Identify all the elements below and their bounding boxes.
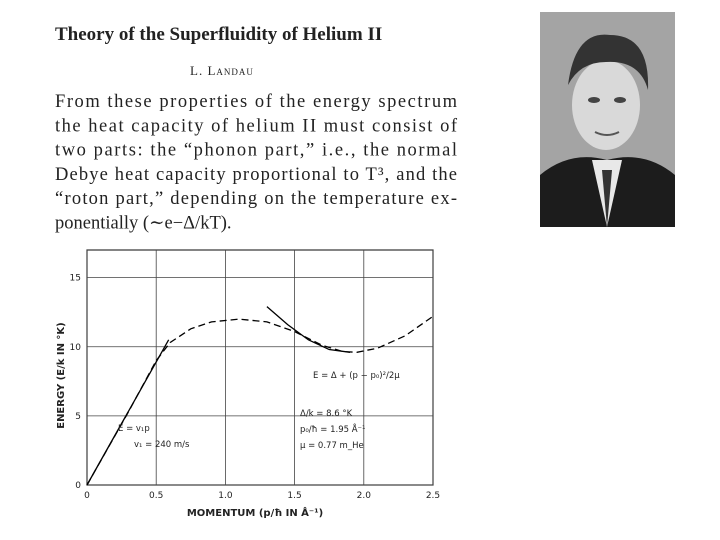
x-tick-label: 1.5: [287, 491, 301, 501]
paragraph-line: two parts: the “phonon part,” i.e., the …: [55, 141, 457, 161]
paper-title: Theory of the Superfluidity of Helium II: [55, 24, 382, 45]
x-tick-label: 0.5: [149, 491, 163, 501]
paragraph: From these properties of the energy spec…: [55, 92, 458, 234]
paragraph-line: “roton part,” depending on the temperatu…: [55, 189, 457, 209]
chart: 0 0.5 1.0 1.5 2.0 2.5 0 5 10 15 MOMENTUM (p/ħ IN Å…: [56, 249, 440, 519]
x-tick-label: 2.0: [357, 491, 372, 501]
annotation: E = Δ + (p − p₀)²/2μ: [313, 371, 400, 381]
data-line: [266, 306, 351, 353]
annotation: v₁ = 240 m/s: [134, 440, 190, 450]
x-tick-label: 1.0: [218, 491, 233, 501]
y-tick-label: 15: [70, 274, 81, 284]
y-tick-label: 10: [70, 343, 82, 353]
y-tick-label: 0: [75, 481, 81, 491]
x-tick-label: 0: [84, 491, 90, 501]
annotation: μ = 0.77 m_He: [300, 441, 364, 451]
y-axis-label: ENERGY (E/k IN °K): [56, 322, 67, 429]
paragraph-line: the heat capacity of helium II must cons…: [55, 116, 458, 136]
annotation: Δ/k = 8.6 °K: [300, 409, 353, 419]
x-axis-label: MOMENTUM (p/ħ IN Å⁻¹): [187, 506, 323, 519]
data-line: [86, 315, 434, 486]
paper-author: L. Landau: [190, 63, 254, 78]
annotation: p₀/ħ = 1.95 Å⁻¹: [300, 423, 365, 435]
paragraph-line: From these properties of the energy spec…: [55, 92, 458, 112]
paragraph-line: Debye heat capacity proportional to T³, …: [55, 165, 457, 185]
paragraph-line: ponentially (∼e−Δ/kT).: [55, 214, 232, 234]
x-tick-label: 2.5: [426, 491, 440, 501]
portrait: [540, 12, 675, 227]
y-tick-label: 5: [75, 412, 81, 422]
annotation: E = v₁p: [118, 424, 150, 434]
